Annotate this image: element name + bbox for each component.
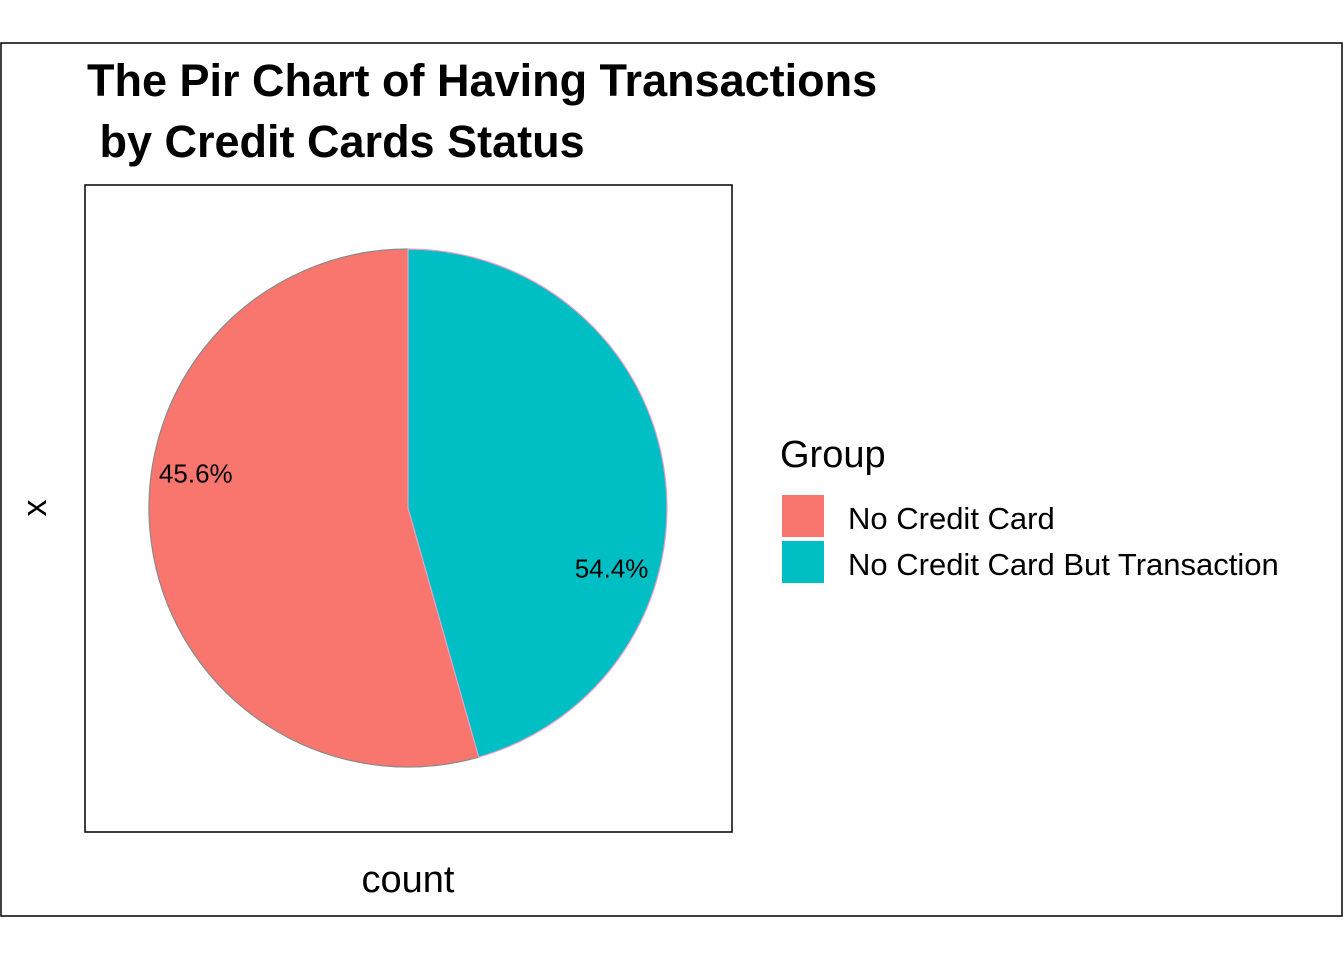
legend: Group No Credit Card No Credit Card But …: [780, 434, 1279, 583]
legend-label-no-credit-card-but-transaction: No Credit Card But Transaction: [848, 547, 1279, 582]
pie-slice-no-credit-card: [148, 248, 480, 768]
legend-key-no-credit-card: [782, 495, 824, 537]
legend-label-no-credit-card: No Credit Card: [848, 501, 1055, 536]
pie-slice-no-credit-card-but-transaction: [407, 248, 668, 758]
chart-title-line-2: by Credit Cards Status: [87, 116, 585, 167]
legend-title: Group: [780, 434, 886, 476]
pie-label-0: 45.6%: [159, 459, 233, 489]
x-axis-label: count: [362, 859, 455, 901]
pie-group: 45.6% 54.4%: [148, 248, 668, 768]
y-axis-label: x: [16, 500, 54, 517]
chart-title-line-1: The Pir Chart of Having Transactions: [87, 55, 877, 106]
legend-key-no-credit-card-but-transaction: [782, 541, 824, 583]
pie-label-1: 54.4%: [575, 554, 649, 584]
